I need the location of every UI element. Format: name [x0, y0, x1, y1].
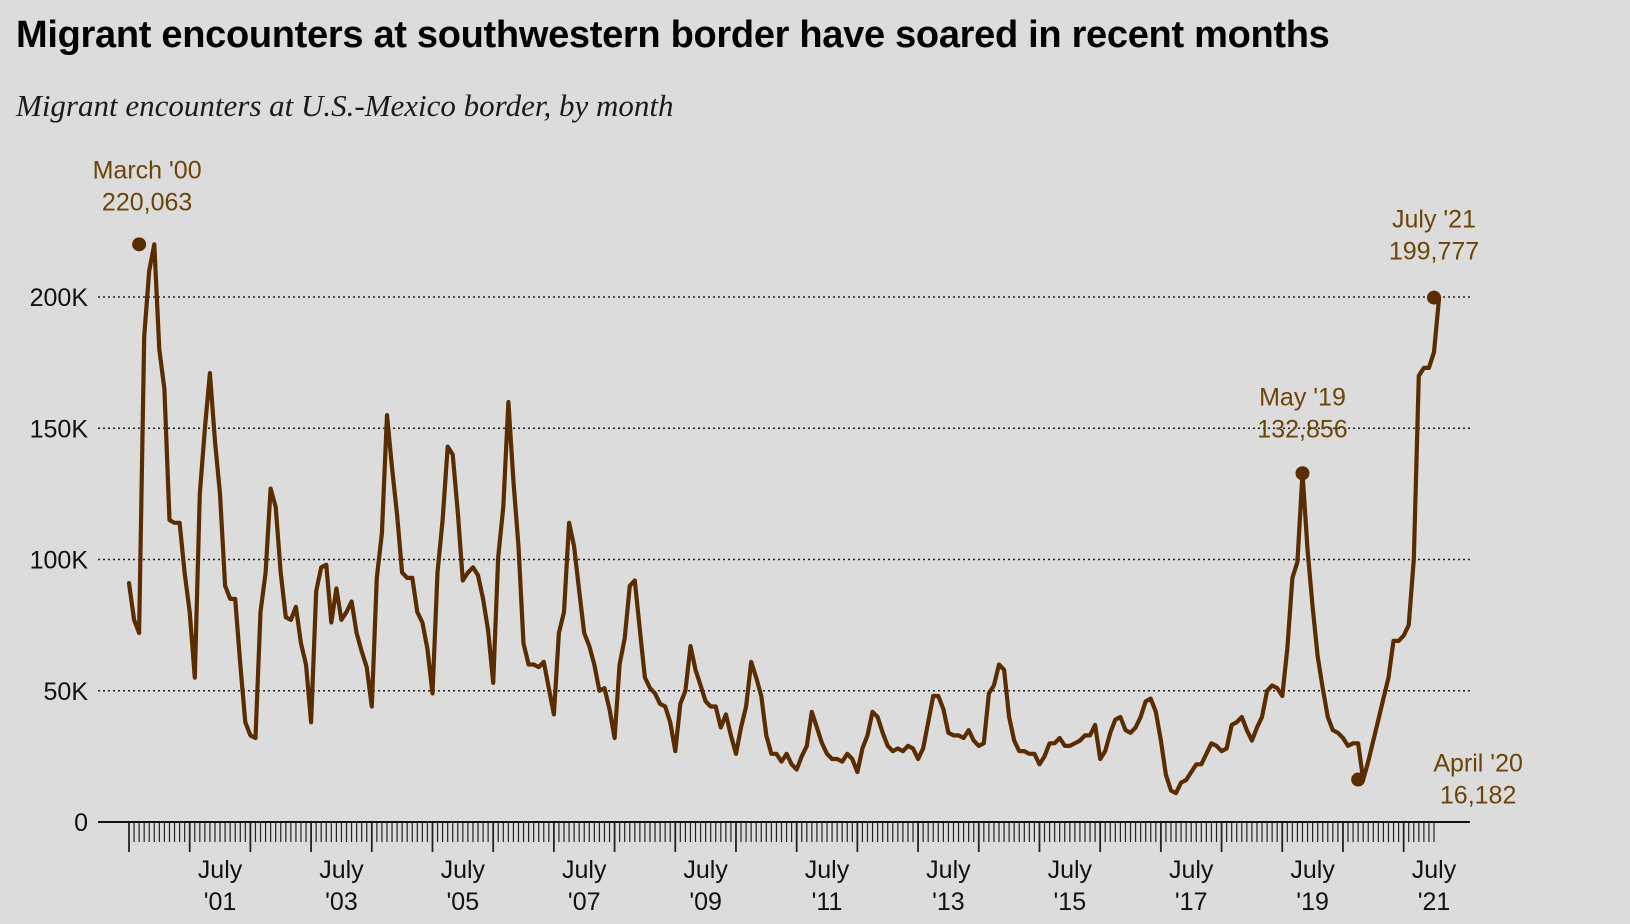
- x-tick-label-year: '01: [204, 888, 237, 916]
- x-tick-label: July: [441, 856, 486, 884]
- y-tick-label: 0: [74, 809, 88, 837]
- x-tick-label: July: [1169, 856, 1214, 884]
- annotation-value: 16,182: [1440, 782, 1516, 810]
- annotation-marker: [1295, 466, 1310, 481]
- x-tick-label-year: '03: [325, 888, 358, 916]
- annotation-marker: [1351, 772, 1366, 787]
- annotation-label: July '21: [1392, 206, 1476, 234]
- annotation-marker: [132, 237, 147, 252]
- annotation-value: 220,063: [102, 188, 192, 216]
- x-tick-label-year: '09: [689, 888, 722, 916]
- x-tick-label-year: '15: [1054, 888, 1087, 916]
- annotation-value: 199,777: [1389, 238, 1479, 266]
- x-tick-label: July: [805, 856, 850, 884]
- annotation-label: April '20: [1433, 750, 1523, 778]
- x-tick-label: July: [1290, 856, 1335, 884]
- x-tick-label-year: '17: [1175, 888, 1208, 916]
- y-tick-label: 100K: [30, 547, 89, 575]
- annotation-value: 132,856: [1257, 415, 1347, 443]
- x-tick-label: July: [562, 856, 607, 884]
- y-tick-label: 150K: [30, 415, 89, 443]
- x-tick-label-year: '13: [932, 888, 965, 916]
- annotation-label: March '00: [93, 156, 202, 184]
- chart-title: Migrant encounters at southwestern borde…: [16, 14, 1330, 56]
- x-tick-label-year: '07: [568, 888, 601, 916]
- x-tick-label-year: '21: [1418, 888, 1451, 916]
- x-tick-label: July: [1048, 856, 1093, 884]
- annotation-marker: [1427, 290, 1441, 305]
- x-tick-label: July: [319, 856, 364, 884]
- x-tick-label: July: [926, 856, 971, 884]
- y-tick-label: 200K: [30, 284, 89, 312]
- x-tick-label-year: '11: [812, 888, 843, 916]
- chart-subtitle: Migrant encounters at U.S.-Mexico border…: [16, 88, 674, 123]
- x-tick-label-year: '19: [1296, 888, 1329, 916]
- annotation-label: May '19: [1259, 383, 1346, 411]
- x-tick-label: July: [1412, 856, 1457, 884]
- series-line-encounters: [126, 242, 1442, 796]
- x-tick-label: July: [198, 856, 243, 884]
- x-tick-label-year: '05: [447, 888, 480, 916]
- y-tick-label: 50K: [44, 678, 89, 706]
- x-tick-label: July: [683, 856, 728, 884]
